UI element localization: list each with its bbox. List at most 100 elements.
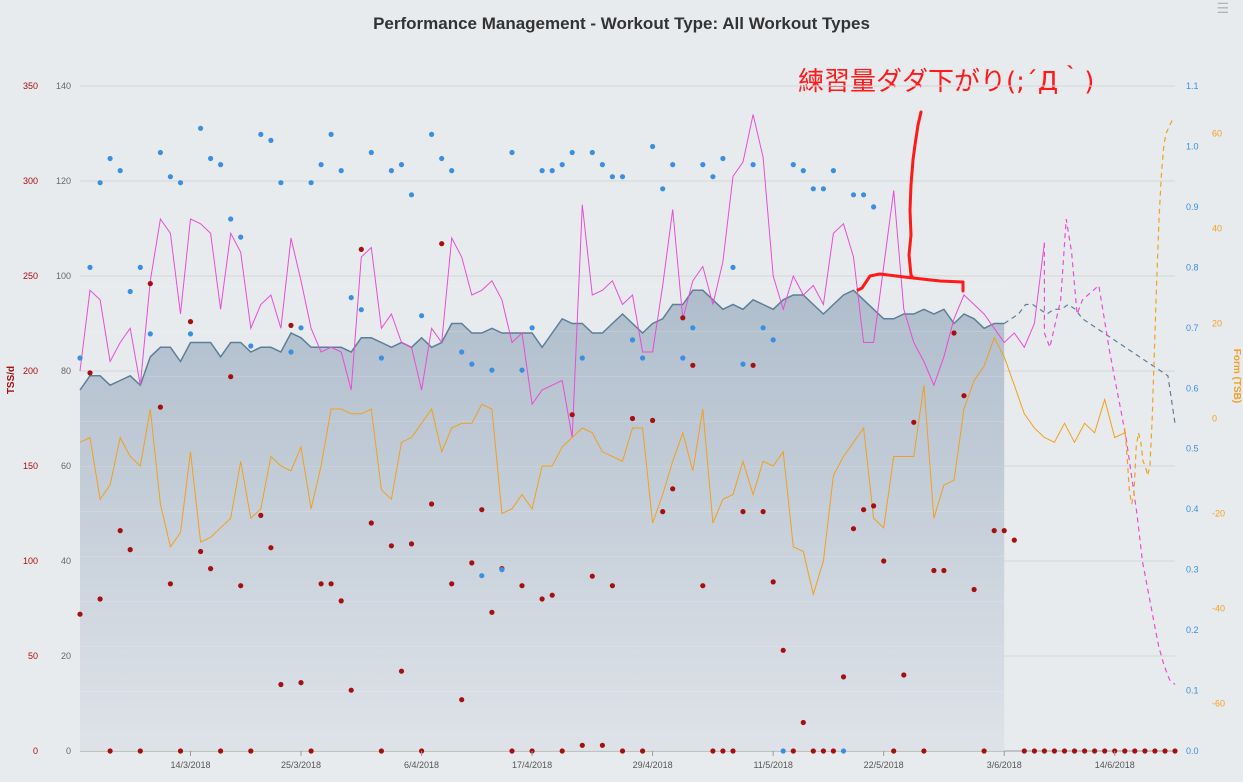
tsb-line [79, 336, 1126, 597]
tss_daily-point [700, 583, 706, 589]
if_daily-point [579, 355, 585, 361]
if_daily-point [107, 155, 113, 162]
ctl-tick-label: 120 [56, 176, 71, 186]
if-tick-label: 0.7 [1186, 323, 1199, 333]
ctl-tick-label: 60 [61, 461, 71, 471]
tss_daily-point [439, 241, 445, 247]
if_daily-point [780, 748, 786, 754]
tss_daily-point [991, 528, 997, 534]
if_daily-point [258, 131, 264, 137]
x-tick-label: 3/6/2018 [987, 760, 1022, 770]
if-tick-label: 0.3 [1186, 565, 1199, 575]
if_daily-point [479, 573, 485, 579]
tss_daily-point [971, 586, 977, 593]
if_daily-point [629, 337, 636, 343]
tss_daily-point [629, 415, 636, 422]
if_daily-point [509, 149, 515, 156]
tss_daily-point [1011, 537, 1017, 543]
tss_daily-point [911, 419, 917, 425]
tss-axis-title: TSS/d [6, 366, 17, 394]
ctl-tick-label: 40 [61, 556, 71, 566]
tss_daily-point [589, 573, 595, 579]
tss_daily-point [1152, 748, 1158, 754]
area-band [80, 331, 1005, 332]
tss_daily-point [1142, 748, 1148, 754]
tss_daily-point [77, 611, 83, 617]
tss_daily-point [780, 647, 786, 653]
if_daily-point [388, 168, 394, 174]
tss_daily-point [871, 503, 877, 509]
tss_daily-point [218, 748, 224, 754]
tss_daily-point [579, 742, 585, 748]
tss_daily-point [1071, 748, 1078, 754]
tss_daily-point [1082, 748, 1088, 754]
x-tick-label: 11/5/2018 [753, 760, 792, 770]
tss_daily-point [820, 748, 827, 754]
tss_daily-point [770, 579, 776, 585]
x-tick-label: 22/5/2018 [864, 760, 904, 770]
if_daily-point [800, 168, 806, 174]
if-tick-label: 1.1 [1186, 81, 1199, 91]
ctl-line [79, 289, 1005, 391]
if-tick-label: 0.2 [1186, 625, 1199, 635]
if_daily-point [378, 355, 384, 361]
tss_daily-point [318, 581, 324, 587]
if_daily-point [519, 367, 525, 373]
x-tick-label: 14/6/2018 [1095, 760, 1135, 770]
tss_daily-point [278, 681, 284, 688]
tsb-tick-label: 40 [1212, 224, 1222, 234]
if_daily-point [439, 155, 445, 162]
if_daily-point [700, 162, 706, 168]
tss_daily-point [750, 362, 756, 368]
tsb-tick-label: -60 [1212, 699, 1225, 709]
tsb-tick-label: -40 [1212, 604, 1225, 614]
tss-tick-label: 200 [23, 366, 38, 376]
if-tick-label: 0.8 [1186, 262, 1199, 272]
if_daily-point [218, 162, 224, 168]
tss_daily-point [710, 748, 716, 754]
ctl-tick-label: 100 [56, 271, 71, 281]
if_daily-point [298, 325, 304, 331]
ctl-tick-label: 20 [61, 651, 71, 661]
tss_daily-point [881, 558, 887, 564]
if-tick-label: 0.0 [1186, 746, 1199, 756]
tss_daily-point [328, 581, 334, 587]
if_daily-point [87, 264, 93, 270]
area-band [80, 646, 1005, 647]
if_daily-point [760, 325, 766, 331]
if_daily-point [840, 748, 847, 754]
tss-tick-label: 300 [23, 176, 38, 186]
tss-tick-label: 350 [23, 81, 38, 91]
scatter-points [77, 125, 1178, 754]
if_daily-point [609, 174, 616, 180]
tss_daily-point [670, 486, 676, 492]
tss_daily-point [117, 528, 123, 534]
tss_daily-point [1001, 528, 1007, 534]
tss_daily-point [248, 748, 254, 754]
tss_daily-point [87, 370, 93, 376]
annotation-bracket [856, 110, 965, 293]
if_daily-point [730, 264, 736, 270]
area-band [80, 556, 1005, 557]
tss_daily-point [167, 581, 173, 587]
if_daily-point [589, 149, 595, 156]
tss_daily-point [127, 547, 133, 553]
tss_daily-point [107, 748, 113, 754]
if-tick-label: 0.4 [1186, 504, 1199, 514]
ctl-area-fill [80, 290, 1005, 751]
tss_daily-point [931, 567, 937, 574]
tss_daily-point [650, 417, 656, 423]
tss_daily-point [901, 672, 907, 678]
tsb-tick-label: 0 [1212, 414, 1217, 424]
tss_daily-point [660, 509, 666, 515]
if_daily-point [850, 192, 857, 198]
tss_daily-point [1021, 748, 1027, 754]
area-band [80, 691, 1005, 692]
tss_daily-point [157, 404, 163, 410]
if_daily-point [569, 149, 575, 156]
hamburger-menu-icon[interactable]: ☰ [1216, 0, 1229, 16]
chart-title: Performance Management - Workout Type: A… [373, 14, 870, 33]
tss_daily-point [187, 319, 194, 325]
tss_daily-point [398, 668, 405, 674]
tss_daily-point [891, 748, 897, 754]
